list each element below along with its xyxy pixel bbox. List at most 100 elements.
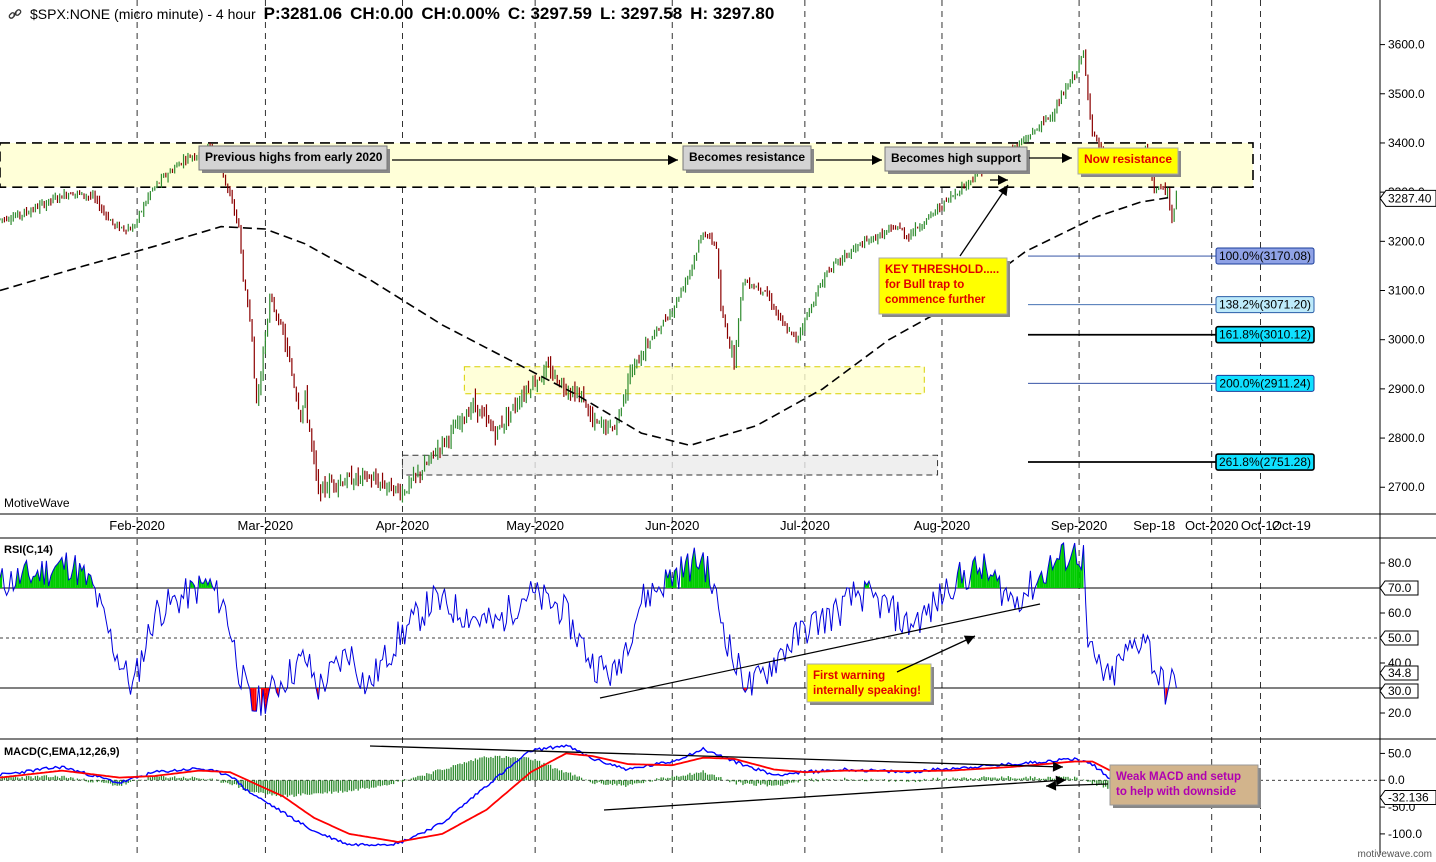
macd-upper-trendline: [369, 745, 1064, 768]
macd-marker-label: -32.136: [1388, 790, 1429, 804]
rsi-overbought-fill: [1068, 558, 1071, 588]
y-tick-label: 2900.0: [1388, 382, 1425, 396]
x-tick-label: May-2020: [506, 518, 564, 533]
close-value: C: 3297.59: [507, 4, 592, 23]
rsi-overbought-fill: [24, 560, 27, 588]
annotation-previous-highs-text: Previous highs from early 2020: [205, 150, 383, 164]
rsi-overbought-fill: [1070, 551, 1073, 588]
fib-level-label: 100.0%(3170.08): [1219, 249, 1311, 263]
rsi-oversold-fill: [254, 688, 257, 712]
x-tick-label: Oct-12: [1241, 518, 1280, 533]
macd-line: [0, 744, 1177, 847]
rsi-overbought-fill: [81, 565, 85, 588]
change-value: CH:0.00: [350, 4, 414, 23]
rsi-overbought-fill: [1052, 563, 1055, 588]
rsi-marker-label: 50.0: [1388, 631, 1412, 645]
fib-level-label: 200.0%(2911.24): [1219, 376, 1310, 390]
annotation-key-threshold: [878, 257, 1008, 315]
rsi-overbought-fill: [972, 556, 976, 588]
annotation-key-threshold-text: commence further: [885, 294, 986, 306]
rsi-tick-label: 80.0: [1388, 556, 1412, 570]
rsi-tick-label: 60.0: [1388, 606, 1412, 620]
x-tick-label: Jul-2020: [780, 518, 830, 533]
arrow-becomes-resistance-head: [872, 155, 882, 165]
arrow-key-threshold: [959, 184, 1009, 257]
macd-lower-trendline-head: [1055, 775, 1066, 786]
rsi-overbought-fill: [700, 552, 704, 588]
rsi-marker-label: 70.0: [1388, 581, 1412, 595]
rsi-overbought-fill: [957, 562, 960, 588]
annotation-weak-macd-text: Weak MACD and setup: [1116, 771, 1241, 783]
arrow-first-warning: [896, 635, 976, 673]
chart-header: $SPX:NONE (micro minute) - 4 hour P:3281…: [8, 2, 774, 26]
resistance-zone: [0, 142, 1254, 189]
low-value: L: 3297.58: [599, 4, 683, 23]
current-price-marker: [1379, 189, 1436, 207]
rsi-overbought-fill: [674, 568, 677, 588]
macd-title: MACD(C,EMA,12,26,9): [4, 746, 120, 758]
arrow-high-support-head: [1062, 153, 1072, 163]
rsi-overbought-fill: [685, 553, 688, 588]
rsi-overbought-fill: [33, 576, 36, 588]
annotation-high-support-text: Becomes high support: [891, 151, 1021, 165]
rsi-overbought-fill: [1079, 565, 1082, 588]
annotation-now-resistance-text: Now resistance: [1084, 152, 1172, 166]
annotation-weak-macd-text: to help with downside: [1116, 786, 1236, 798]
x-tick-label: Jun-2020: [645, 518, 699, 533]
macd-tick-label: 50.0: [1388, 746, 1412, 760]
current-price-label: 3287.40: [1388, 191, 1432, 205]
rsi-overbought-fill: [70, 568, 73, 588]
rsi-overbought-fill: [53, 566, 56, 588]
rsi-marker-label: 30.0: [1388, 684, 1412, 698]
y-tick-label: 3200.0: [1388, 234, 1425, 248]
rsi-overbought-fill: [696, 566, 699, 588]
rsi-overbought-fill: [988, 574, 991, 588]
arrow-key-threshold-head: [998, 185, 1008, 197]
arrow-weak-macd-head: [1046, 780, 1057, 791]
rsi-line: [0, 541, 1177, 716]
x-tick-label: Sep-2020: [1051, 518, 1107, 533]
rsi-marker: [1379, 630, 1419, 646]
x-tick-label: Oct-2020: [1185, 518, 1238, 533]
rsi-tick-label: 20.0: [1388, 706, 1412, 720]
arrow-previous-highs-head: [668, 155, 678, 165]
x-tick-label: Apr-2020: [376, 518, 429, 533]
fib-level-box: [1215, 325, 1315, 344]
rsi-overbought-fill: [1048, 555, 1051, 588]
y-tick-label: 3000.0: [1388, 333, 1425, 347]
rsi-overbought-fill: [983, 553, 987, 588]
rsi-overbought-fill: [203, 578, 206, 588]
last-price: P:3281.06: [263, 4, 343, 23]
annotation-key-threshold-text: KEY THRESHOLD.....: [885, 264, 999, 276]
fib-level-label: 138.2%(3071.20): [1219, 298, 1311, 312]
annotation-previous-highs: [198, 145, 388, 171]
rsi-overbought-fill: [1054, 558, 1057, 588]
rsi-overbought-fill: [665, 569, 668, 588]
x-tick-label: Aug-2020: [914, 518, 970, 533]
rsi-overbought-fill: [694, 547, 697, 588]
macd-marker: [1379, 789, 1436, 805]
macd-lower-trendline: [603, 779, 1067, 811]
rsi-marker: [1379, 683, 1419, 699]
rsi-overbought-fill: [57, 561, 60, 588]
link-icon[interactable]: [8, 7, 22, 21]
fib-level-box: [1215, 374, 1315, 392]
rsi-overbought-fill: [1072, 543, 1075, 588]
rsi-overbought-fill: [990, 574, 993, 588]
y-tick-label: 3400.0: [1388, 136, 1425, 150]
change-percent: CH:0.00%: [421, 4, 500, 23]
rsi-overbought-fill: [59, 557, 62, 588]
rsi-overbought-fill: [22, 565, 25, 588]
x-tick-label: Oct-19: [1272, 518, 1311, 533]
symbol-label[interactable]: $SPX:NONE (micro minute) - 4 hour: [30, 6, 256, 22]
y-tick-label: 2800.0: [1388, 431, 1425, 445]
rsi-trendline: [599, 603, 1041, 699]
rsi-marker: [1379, 665, 1419, 681]
rsi-overbought-fill: [1059, 544, 1062, 588]
high-value: H: 3297.80: [690, 4, 775, 23]
y-tick-label: 3500.0: [1388, 87, 1425, 101]
rsi-oversold-fill: [252, 688, 255, 712]
site-label: motivewave.com: [1357, 849, 1432, 860]
fib-level-label: 161.8%(3010.12): [1219, 328, 1311, 342]
